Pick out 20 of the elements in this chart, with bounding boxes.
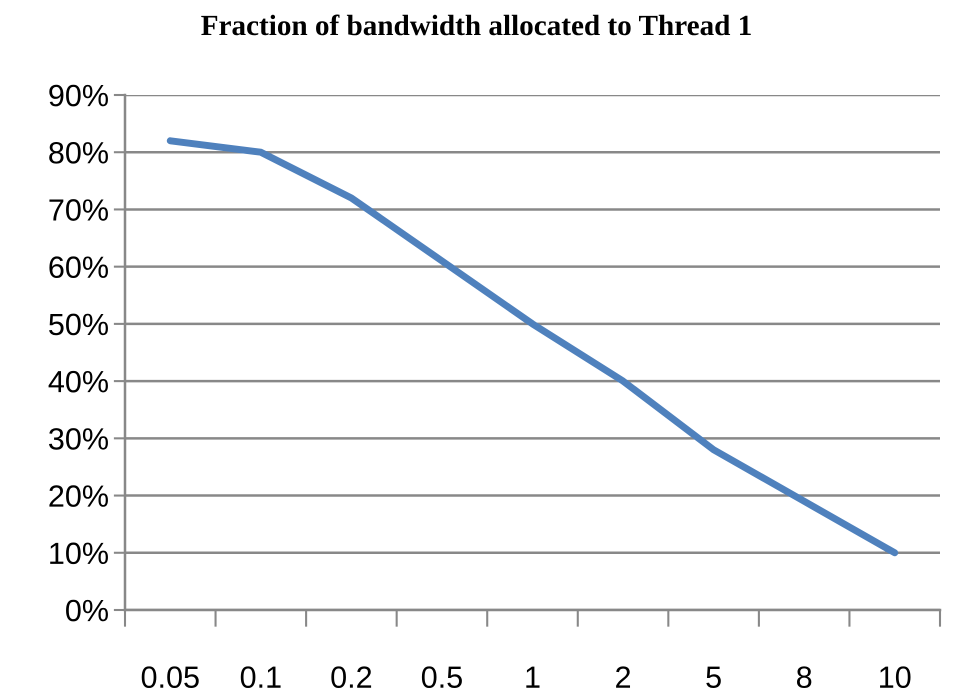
x-tick-label: 1: [526, 666, 540, 688]
y-tick-label: 30%: [49, 428, 108, 450]
x-tick-label: 8: [797, 666, 812, 688]
y-tick-label: 0%: [66, 600, 108, 622]
x-tick-label: 0.2: [331, 666, 372, 688]
x-tick-label: 10: [880, 666, 911, 688]
y-tick-label: 20%: [49, 485, 108, 507]
y-tick-label: 80%: [49, 142, 108, 164]
y-tick-label: 40%: [48, 370, 108, 392]
x-tick-label: 0.05: [142, 666, 199, 688]
y-tick-label: 90%: [49, 84, 108, 106]
y-tick-label: 50%: [49, 314, 108, 336]
y-tick-label: 60%: [49, 256, 108, 278]
y-tick-label: 10%: [50, 542, 108, 564]
x-tick-label: 5: [706, 666, 721, 688]
y-tick-label: 70%: [49, 199, 108, 221]
x-tick-label: 0.5: [422, 666, 462, 688]
x-tick-label: 0.1: [240, 666, 281, 688]
chart-title: Fraction of bandwidth allocated to Thread 1: [201, 14, 751, 36]
x-tick-label: 2: [616, 666, 630, 688]
